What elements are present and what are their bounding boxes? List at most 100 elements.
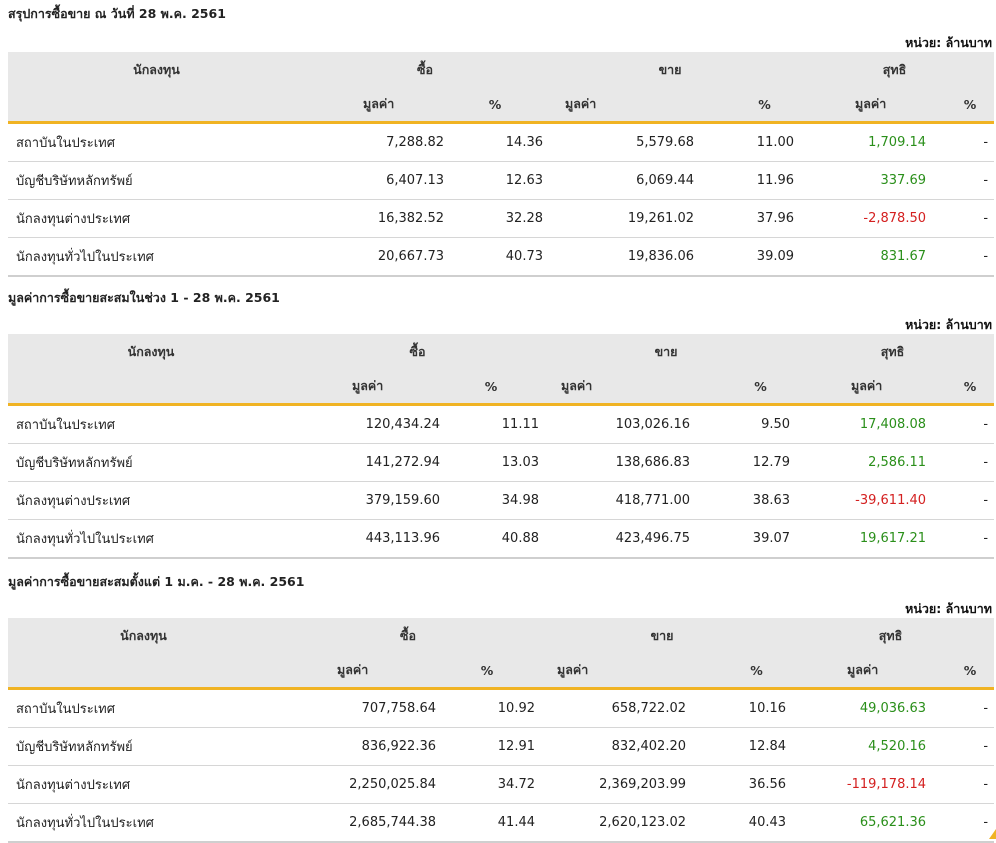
sell-pct: 9.50 bbox=[691, 404, 792, 444]
net-pct: - bbox=[927, 199, 995, 238]
sell-value: 418,771.00 bbox=[541, 481, 691, 520]
net-pct: - bbox=[927, 727, 995, 766]
sell-header: ขาย bbox=[541, 334, 792, 369]
buy-pct: 12.63 bbox=[445, 161, 545, 200]
sell-pct-header: % bbox=[695, 87, 796, 124]
sell-value: 2,620,123.02 bbox=[537, 803, 687, 843]
buy-pct: 14.36 bbox=[445, 122, 545, 162]
buy-value: 141,272.94 bbox=[294, 443, 441, 482]
sell-value: 2,369,203.99 bbox=[537, 765, 687, 804]
buy-value: 443,113.96 bbox=[294, 519, 441, 559]
buy-pct: 12.91 bbox=[437, 727, 537, 766]
header-row-top: นักลงทุน ซื้อ ขาย สุทธิ bbox=[8, 52, 995, 123]
sell-pct: 11.96 bbox=[695, 161, 796, 200]
buy-value-header: มูลค่า bbox=[305, 87, 445, 124]
buy-pct: 11.11 bbox=[441, 404, 541, 444]
unit-label: หน่วย: ล้านบาท bbox=[905, 35, 992, 50]
net-pct-header: % bbox=[927, 369, 995, 406]
buy-pct: 34.72 bbox=[437, 765, 537, 804]
buy-pct: 13.03 bbox=[441, 443, 541, 482]
net-value-header: มูลค่า bbox=[795, 87, 928, 124]
sell-value-header: มูลค่า bbox=[537, 653, 687, 690]
investor-name: บัญชีบริษัทหลักทรัพย์ bbox=[8, 161, 305, 200]
sell-pct: 12.79 bbox=[691, 443, 792, 482]
net-header: สุทธิ bbox=[791, 334, 995, 369]
investor-name: สถาบันในประเทศ bbox=[8, 404, 294, 444]
sell-value: 138,686.83 bbox=[541, 443, 691, 482]
buy-pct: 10.92 bbox=[437, 688, 537, 728]
sell-pct: 40.43 bbox=[687, 803, 788, 843]
net-value: 49,036.63 bbox=[787, 688, 928, 728]
sell-header: ขาย bbox=[537, 618, 788, 653]
summary-daily-section: สรุปการซื้อขาย ณ วันที่ 28 พ.ค. 2561 หน่… bbox=[8, 4, 995, 277]
header-row-sub: มูลค่า % มูลค่า % มูลค่า % bbox=[8, 653, 995, 690]
buy-value-header: มูลค่า bbox=[294, 369, 441, 406]
sell-pct-header: % bbox=[691, 369, 792, 406]
net-value: -2,878.50 bbox=[795, 199, 928, 238]
buy-value: 7,288.82 bbox=[305, 122, 445, 162]
net-value-header: มูลค่า bbox=[787, 653, 928, 690]
sell-pct: 38.63 bbox=[691, 481, 792, 520]
sell-pct: 36.56 bbox=[687, 765, 788, 804]
investor-name: นักลงทุนต่างประเทศ bbox=[8, 199, 305, 238]
net-value: 1,709.14 bbox=[795, 122, 928, 162]
buy-value: 120,434.24 bbox=[294, 404, 441, 444]
resize-corner-icon bbox=[989, 829, 996, 839]
buy-pct: 41.44 bbox=[437, 803, 537, 843]
sell-value-header: มูลค่า bbox=[545, 87, 695, 124]
net-header: สุทธิ bbox=[795, 52, 995, 87]
buy-pct-header: % bbox=[437, 653, 537, 690]
buy-value: 6,407.13 bbox=[305, 161, 445, 200]
investor-name: บัญชีบริษัทหลักทรัพย์ bbox=[8, 727, 279, 766]
net-value: -39,611.40 bbox=[791, 481, 928, 520]
net-value: 2,586.11 bbox=[791, 443, 928, 482]
buy-value: 707,758.64 bbox=[279, 688, 437, 728]
header-row-sub: มูลค่า % มูลค่า % มูลค่า % bbox=[8, 369, 995, 406]
sell-value: 19,261.02 bbox=[545, 199, 695, 238]
buy-pct-header: % bbox=[441, 369, 541, 406]
sell-pct: 12.84 bbox=[687, 727, 788, 766]
section-title: มูลค่าการซื้อขายสะสมตั้งแต่ 1 ม.ค. - 28 … bbox=[8, 574, 305, 589]
table-row: บัญชีบริษัทหลักทรัพย์ 141,272.94 13.03 1… bbox=[8, 443, 995, 482]
investor-name: สถาบันในประเทศ bbox=[8, 688, 279, 728]
sell-header: ขาย bbox=[545, 52, 796, 87]
net-pct: - bbox=[927, 443, 995, 482]
investor-name: สถาบันในประเทศ bbox=[8, 122, 305, 162]
net-value-header: มูลค่า bbox=[791, 369, 928, 406]
sell-pct: 10.16 bbox=[687, 688, 788, 728]
trading-table: นักลงทุน ซื้อ ขาย สุทธิ มูลค่า % มูลค่า … bbox=[8, 334, 995, 559]
investor-name: นักลงทุนทั่วไปในประเทศ bbox=[8, 803, 279, 843]
trading-table: นักลงทุน ซื้อ ขาย สุทธิ มูลค่า % มูลค่า … bbox=[8, 618, 995, 843]
cumulative-month-section: มูลค่าการซื้อขายสะสมในช่วง 1 - 28 พ.ค. 2… bbox=[8, 288, 995, 559]
sell-pct: 11.00 bbox=[695, 122, 796, 162]
table-row: นักลงทุนทั่วไปในประเทศ 443,113.96 40.88 … bbox=[8, 519, 995, 559]
net-value: 65,621.36 bbox=[787, 803, 928, 843]
buy-value: 379,159.60 bbox=[294, 481, 441, 520]
header-row-top: นักลงทุน ซื้อ ขาย สุทธิ bbox=[8, 334, 995, 405]
sell-value: 19,836.06 bbox=[545, 237, 695, 277]
buy-pct-header: % bbox=[445, 87, 545, 124]
net-value: 337.69 bbox=[795, 161, 928, 200]
unit-label: หน่วย: ล้านบาท bbox=[905, 601, 992, 616]
buy-value: 836,922.36 bbox=[279, 727, 437, 766]
trading-table: นักลงทุน ซื้อ ขาย สุทธิ มูลค่า % มูลค่า … bbox=[8, 52, 995, 277]
sell-pct: 37.96 bbox=[695, 199, 796, 238]
buy-pct: 32.28 bbox=[445, 199, 545, 238]
section-title: สรุปการซื้อขาย ณ วันที่ 28 พ.ค. 2561 bbox=[8, 6, 226, 21]
buy-pct: 40.73 bbox=[445, 237, 545, 277]
buy-pct: 40.88 bbox=[441, 519, 541, 559]
sell-value: 423,496.75 bbox=[541, 519, 691, 559]
net-value: 17,408.08 bbox=[791, 404, 928, 444]
unit-label: หน่วย: ล้านบาท bbox=[905, 317, 992, 332]
table-row: นักลงทุนทั่วไปในประเทศ 20,667.73 40.73 1… bbox=[8, 237, 995, 277]
net-pct: - bbox=[927, 481, 995, 520]
investor-name: นักลงทุนทั่วไปในประเทศ bbox=[8, 237, 305, 277]
investor-name: บัญชีบริษัทหลักทรัพย์ bbox=[8, 443, 294, 482]
buy-value: 20,667.73 bbox=[305, 237, 445, 277]
investor-name: นักลงทุนต่างประเทศ bbox=[8, 481, 294, 520]
table-row: นักลงทุนทั่วไปในประเทศ 2,685,744.38 41.4… bbox=[8, 803, 995, 843]
sell-value: 103,026.16 bbox=[541, 404, 691, 444]
net-pct: - bbox=[927, 803, 995, 843]
buy-header: ซื้อ bbox=[294, 334, 541, 369]
sell-value: 5,579.68 bbox=[545, 122, 695, 162]
